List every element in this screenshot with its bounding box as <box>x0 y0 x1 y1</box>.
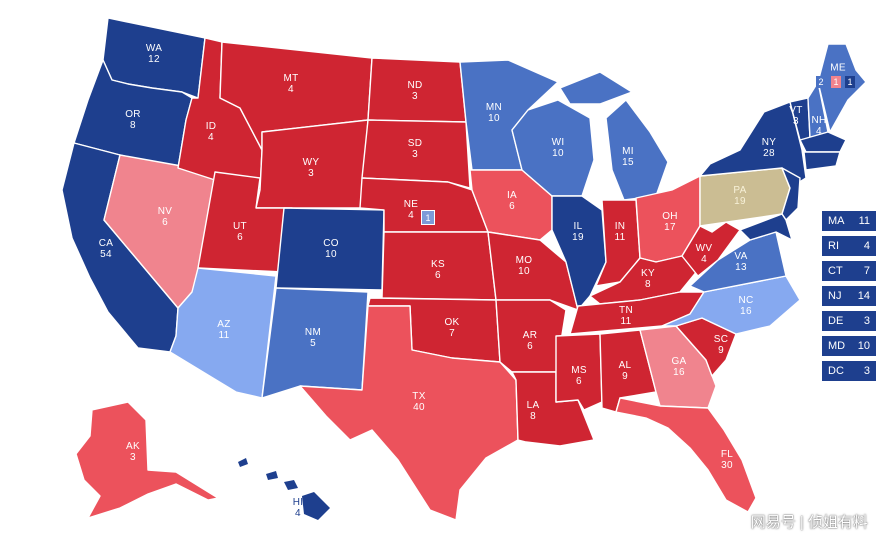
state-sd[interactable] <box>361 119 471 189</box>
state-ms[interactable] <box>555 333 603 411</box>
state-mi[interactable] <box>559 71 669 201</box>
state-ma[interactable] <box>799 131 847 153</box>
state-md-de[interactable] <box>739 213 793 241</box>
legend-item-ri[interactable]: RI 4 <box>822 236 876 256</box>
state-me[interactable] <box>817 43 867 133</box>
state-tx[interactable] <box>299 305 519 521</box>
legend-item-dc[interactable]: DC 3 <box>822 361 876 381</box>
me-statewide-box: 2 <box>816 76 826 88</box>
state-nd[interactable] <box>367 57 467 123</box>
small-states-legend: MA 11 RI 4 CT 7 NJ 14 DE 3 MD 10 DC 3 <box>822 211 876 386</box>
legend-item-md[interactable]: MD 10 <box>822 336 876 356</box>
state-ny[interactable] <box>699 101 807 189</box>
legend-item-ct[interactable]: CT 7 <box>822 261 876 281</box>
state-ks[interactable] <box>381 231 497 301</box>
state-ct-ri[interactable] <box>803 151 841 171</box>
legend-item-de[interactable]: DE 3 <box>822 311 876 331</box>
state-ak[interactable] <box>75 401 219 519</box>
state-hi[interactable] <box>238 458 330 520</box>
ne-district-box: 1 <box>421 210 435 225</box>
me-cd1-box: 1 <box>845 76 855 88</box>
me-cd2-box: 1 <box>831 76 841 88</box>
state-az[interactable] <box>169 267 277 399</box>
state-wv[interactable] <box>681 221 741 277</box>
state-fl[interactable] <box>615 397 757 513</box>
watermark: 网易号 | 侦姐有料 <box>750 514 868 531</box>
state-nc[interactable] <box>661 275 801 335</box>
legend-item-nj[interactable]: NJ 14 <box>822 286 876 306</box>
state-co[interactable] <box>275 207 385 291</box>
state-wy[interactable] <box>255 119 369 209</box>
state-nm[interactable] <box>261 287 369 399</box>
legend-item-ma[interactable]: MA 11 <box>822 211 876 231</box>
